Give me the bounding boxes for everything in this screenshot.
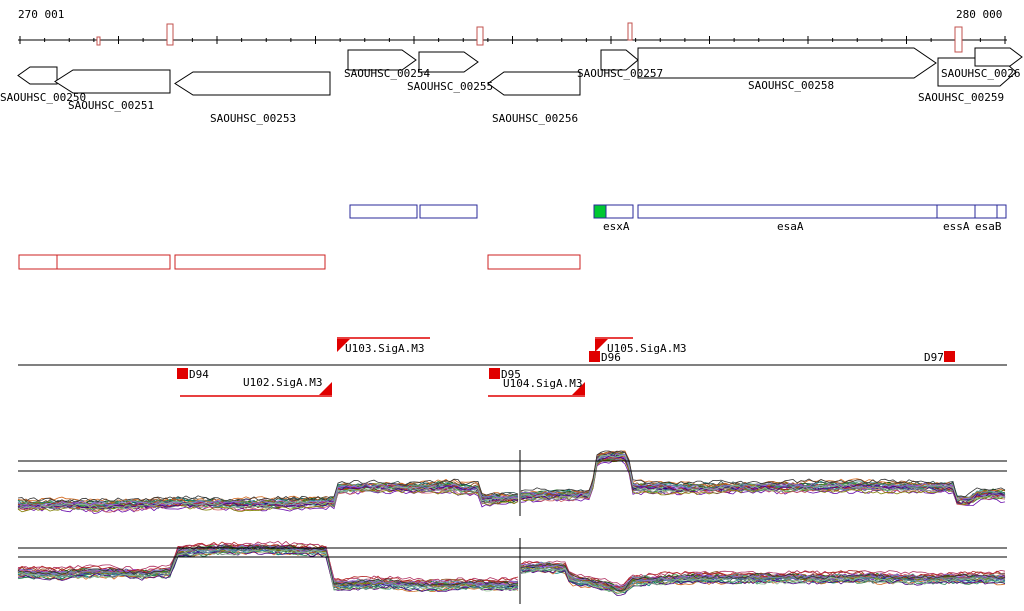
red-feature-box[interactable]: [18, 254, 58, 270]
expression-trace: [520, 561, 1006, 590]
transcript-box-essA[interactable]: [936, 204, 976, 219]
ruler-track: [18, 22, 1007, 53]
gene-arrow-SAOUHSC_00254[interactable]: [347, 49, 417, 71]
tss-site-label-D96: D96: [601, 351, 621, 364]
expression-trace: [520, 454, 1006, 502]
gene-arrow-SAOUHSC_00256[interactable]: [487, 71, 581, 96]
expression-trace: [17, 478, 519, 503]
tss-site-D95[interactable]: [489, 368, 500, 379]
transcript-label-esxA: esxA: [603, 220, 630, 233]
expression-panel-forward: [17, 450, 1007, 516]
tss-site-label-D94: D94: [189, 368, 209, 381]
expression-trace: [520, 567, 1006, 595]
tss-flag-U102.SigA.M3[interactable]: [319, 382, 332, 395]
ruler-site-marker[interactable]: [954, 26, 963, 53]
expression-trace: [17, 488, 519, 513]
gene-label: SAOUHSC_00253: [210, 112, 296, 125]
transcript-box-esaA[interactable]: [637, 204, 938, 219]
gene-label: SAOUHSC_00259: [918, 91, 1004, 104]
gene-arrow-SAOUHSC_00257[interactable]: [600, 49, 639, 71]
red-feature-track: [18, 254, 581, 270]
expression-trace: [520, 569, 1006, 596]
gene-label: SAOUHSC_00250: [0, 91, 86, 104]
ruler-site-marker[interactable]: [627, 22, 633, 41]
expression-trace: [520, 561, 1006, 589]
tss-site-label-D97: D97: [924, 351, 944, 364]
tss-label-U102.SigA.M3: U102.SigA.M3: [243, 376, 322, 389]
tss-site-D94[interactable]: [177, 368, 188, 379]
gene-arrow-SAOUHSC_00253[interactable]: [174, 71, 331, 96]
gene-arrow-SAOUHSC_0026[interactable]: [974, 47, 1023, 67]
tss-site-label-D95: D95: [501, 368, 521, 381]
transcript-box[interactable]: [349, 204, 418, 219]
transcript-label-esaB: esaB: [975, 220, 1002, 233]
expression-trace: [520, 454, 1006, 498]
expression-trace: [17, 544, 519, 587]
esxA-green-box[interactable]: [593, 204, 607, 219]
transcript-box[interactable]: [996, 204, 1007, 219]
transcript-track: esxA esaA essA esaB: [349, 204, 1007, 233]
expression-trace: [17, 482, 519, 507]
tss-label-U104.SigA.M3: U104.SigA.M3: [503, 377, 582, 390]
tss-site-D96[interactable]: [589, 351, 600, 362]
red-feature-box[interactable]: [56, 254, 171, 270]
expression-trace: [17, 540, 519, 583]
gene-label: SAOUHSC_00258: [748, 79, 834, 92]
expression-trace: [520, 460, 1006, 507]
tss-flag-U104.SigA.M3[interactable]: [572, 382, 585, 395]
expression-trace: [17, 485, 519, 510]
gene-arrow-SAOUHSC_00251[interactable]: [54, 69, 171, 94]
red-feature-box[interactable]: [174, 254, 326, 270]
red-feature-box[interactable]: [487, 254, 581, 270]
expression-trace: [520, 561, 1006, 587]
expression-trace: [520, 562, 1006, 592]
gene-arrow-SAOUHSC_00255[interactable]: [418, 51, 479, 73]
ruler-site-marker[interactable]: [476, 26, 484, 46]
gene-arrow-SAOUHSC_00250[interactable]: [17, 66, 58, 85]
gene-label: SAOUHSC_00255: [407, 80, 493, 93]
gene-label: SAOUHSC_00257: [577, 67, 663, 80]
ruler-start-label: 270 001: [18, 8, 65, 21]
ruler-site-marker[interactable]: [166, 23, 174, 46]
tss-label-U103.SigA.M3: U103.SigA.M3: [345, 342, 424, 355]
gene-label: SAOUHSC_00254: [344, 67, 430, 80]
transcript-label-esaA: esaA: [777, 220, 804, 233]
transcript-label-essA: essA: [943, 220, 970, 233]
expression-panel-reverse: [17, 538, 1007, 604]
transcript-box-esaB[interactable]: [974, 204, 998, 219]
gene-arrow-SAOUHSC_00258[interactable]: [637, 47, 937, 79]
transcript-box[interactable]: [419, 204, 478, 219]
ruler-site-marker[interactable]: [96, 36, 101, 46]
gene-label: SAOUHSC_0026: [941, 67, 1020, 80]
expression-trace: [17, 546, 519, 588]
tss-flag-U105.SigA.M3[interactable]: [595, 339, 608, 352]
tss-label-U105.SigA.M3: U105.SigA.M3: [607, 342, 686, 355]
expression-trace: [520, 450, 1006, 498]
gene-label: SAOUHSC_00251: [68, 99, 154, 112]
tss-flag-U103.SigA.M3[interactable]: [337, 339, 350, 352]
expression-trace: [520, 566, 1006, 592]
gene-label: SAOUHSC_00256: [492, 112, 578, 125]
expression-trace: [520, 453, 1006, 500]
expression-trace: [17, 549, 519, 592]
transcript-box-esxA[interactable]: [605, 204, 634, 219]
ruler-end-label: 280 000: [956, 8, 1003, 21]
tss-site-D97[interactable]: [944, 351, 955, 362]
tss-track: U103.SigA.M3 U105.SigA.M3 U102.SigA.M3 U104…: [18, 337, 1007, 397]
